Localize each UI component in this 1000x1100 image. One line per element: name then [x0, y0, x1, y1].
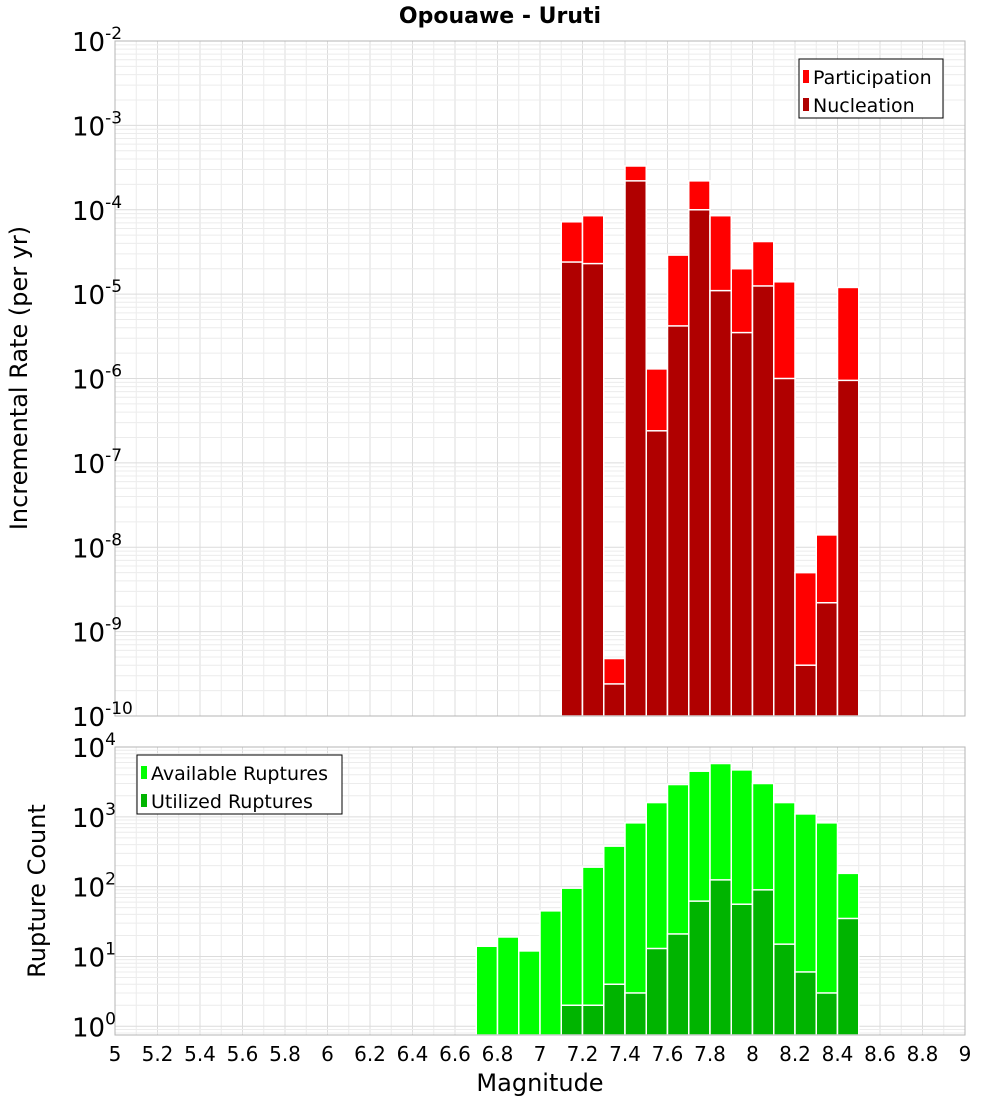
rate-bar-nucleation-3 — [624, 180, 647, 717]
x-tick-18: 8.6 — [864, 1042, 896, 1066]
rate-bar-nucleation-9 — [751, 285, 775, 717]
rate-legend-swatch-0 — [803, 70, 809, 83]
rate-y-tick-3: 10-5 — [72, 277, 122, 311]
rate-chart-bars — [560, 165, 860, 717]
x-tick-16: 8.2 — [779, 1042, 811, 1066]
count-y-tick-2: 102 — [72, 870, 116, 904]
count-y-tick-4: 100 — [72, 1009, 116, 1043]
rate-bar-nucleation-2 — [603, 683, 626, 717]
rate-bar-nucleation-13 — [836, 379, 860, 717]
count-bar-available-ruptures-0 — [475, 945, 499, 1036]
count-chart-bars — [475, 762, 860, 1036]
x-tick-8: 6.6 — [439, 1042, 471, 1066]
x-tick-14: 7.8 — [694, 1042, 726, 1066]
x-axis-ticks: 5 5.2 5.4 5.6 5.8 6 6.2 6.4 6.6 6.8 7 7.2 7.4 7.6 7.8 8… — [109, 1042, 972, 1066]
rate-legend-label-0: Participation — [813, 67, 932, 89]
rate-y-tick-0: 10-2 — [72, 24, 122, 58]
x-tick-9: 6.8 — [482, 1042, 514, 1066]
rate-chart: 10-2 10-3 10-4 10-5 10-6 10-7 10-8 10-9 10-10 In… — [5, 24, 966, 733]
rate-y-tick-7: 10-9 — [72, 615, 122, 649]
count-chart-y-label: Rupture Count — [23, 804, 51, 978]
count-chart-legend: Available Ruptures Utilized Ruptures — [136, 754, 343, 815]
rate-legend-label-1: Nucleation — [813, 95, 915, 117]
rate-bar-nucleation-10 — [773, 377, 796, 717]
count-bar-utilized-ruptures-13 — [751, 889, 775, 1036]
count-bar-utilized-ruptures-16 — [815, 992, 839, 1036]
rate-chart-frame — [114, 40, 966, 717]
x-tick-6: 6.2 — [354, 1042, 386, 1066]
x-tick-10: 7 — [534, 1042, 547, 1066]
count-bar-utilized-ruptures-9 — [666, 933, 690, 1036]
x-tick-2: 5.4 — [184, 1042, 216, 1066]
count-bar-available-ruptures-2 — [518, 950, 541, 1036]
count-bar-available-ruptures-3 — [539, 910, 562, 1036]
x-axis-label: Magnitude — [476, 1069, 603, 1097]
count-bar-utilized-ruptures-12 — [730, 903, 754, 1036]
rate-y-tick-8: 10-10 — [72, 699, 133, 733]
x-tick-19: 8.8 — [907, 1042, 939, 1066]
count-bar-available-ruptures-1 — [496, 936, 520, 1036]
rate-chart-legend: Participation Nucleation — [798, 58, 944, 119]
rate-bar-nucleation-1 — [581, 262, 605, 717]
rate-bar-nucleation-5 — [666, 325, 690, 717]
count-legend-label-0: Available Ruptures — [151, 763, 328, 785]
x-tick-13: 7.6 — [652, 1042, 684, 1066]
count-legend-swatch-0 — [141, 766, 147, 779]
rate-bar-nucleation-4 — [645, 430, 669, 717]
x-tick-20: 9 — [959, 1042, 972, 1066]
x-tick-4: 5.8 — [269, 1042, 301, 1066]
rate-bar-nucleation-11 — [794, 664, 817, 717]
rate-y-tick-4: 10-6 — [72, 362, 122, 396]
rate-y-tick-2: 10-4 — [72, 193, 122, 227]
x-tick-12: 7.4 — [609, 1042, 641, 1066]
x-tick-7: 6.4 — [397, 1042, 429, 1066]
rate-y-tick-6: 10-8 — [72, 530, 122, 564]
count-bar-utilized-ruptures-5 — [581, 1004, 605, 1036]
rate-y-tick-5: 10-7 — [72, 446, 122, 480]
rate-bar-nucleation-8 — [730, 331, 754, 717]
rate-bar-nucleation-6 — [688, 209, 711, 717]
count-bar-utilized-ruptures-14 — [773, 943, 796, 1036]
count-legend-swatch-1 — [141, 794, 147, 807]
rate-chart-y-label: Incremental Rate (per yr) — [5, 226, 33, 530]
x-tick-3: 5.6 — [227, 1042, 259, 1066]
count-bar-utilized-ruptures-11 — [709, 879, 732, 1036]
rate-bar-nucleation-12 — [815, 601, 839, 717]
x-tick-11: 7.2 — [567, 1042, 599, 1066]
count-legend-label-1: Utilized Ruptures — [151, 791, 313, 813]
rate-chart-y-ticks: 10-2 10-3 10-4 10-5 10-6 10-7 10-8 10-9 10-10 — [72, 24, 133, 733]
chart-title: Opouawe - Uruti — [399, 4, 601, 29]
rate-y-tick-1: 10-3 — [72, 108, 122, 142]
x-tick-1: 5.2 — [142, 1042, 174, 1066]
count-bar-utilized-ruptures-15 — [794, 971, 817, 1036]
count-bar-utilized-ruptures-4 — [560, 1004, 584, 1036]
rate-bar-nucleation-0 — [560, 261, 584, 717]
rate-legend-box — [798, 58, 944, 119]
count-chart: 104 103 102 101 100 Rupture Count Available … — [23, 730, 966, 1043]
x-tick-15: 8 — [746, 1042, 759, 1066]
x-tick-5: 6 — [321, 1042, 334, 1066]
rate-legend-swatch-1 — [803, 98, 809, 111]
x-tick-0: 5 — [109, 1042, 122, 1066]
x-tick-17: 8.4 — [822, 1042, 854, 1066]
count-y-tick-1: 103 — [72, 800, 116, 834]
rate-bar-nucleation-7 — [709, 289, 732, 717]
count-bar-utilized-ruptures-17 — [836, 917, 860, 1036]
count-y-tick-0: 104 — [72, 730, 116, 764]
count-bar-utilized-ruptures-8 — [645, 947, 669, 1036]
count-bar-utilized-ruptures-6 — [603, 983, 626, 1036]
count-bar-utilized-ruptures-10 — [688, 900, 711, 1036]
count-chart-frame — [114, 746, 966, 1036]
count-bar-utilized-ruptures-7 — [624, 992, 647, 1036]
count-chart-y-ticks: 104 103 102 101 100 — [72, 730, 116, 1043]
count-y-tick-3: 101 — [72, 939, 116, 973]
count-legend-box — [136, 754, 343, 815]
